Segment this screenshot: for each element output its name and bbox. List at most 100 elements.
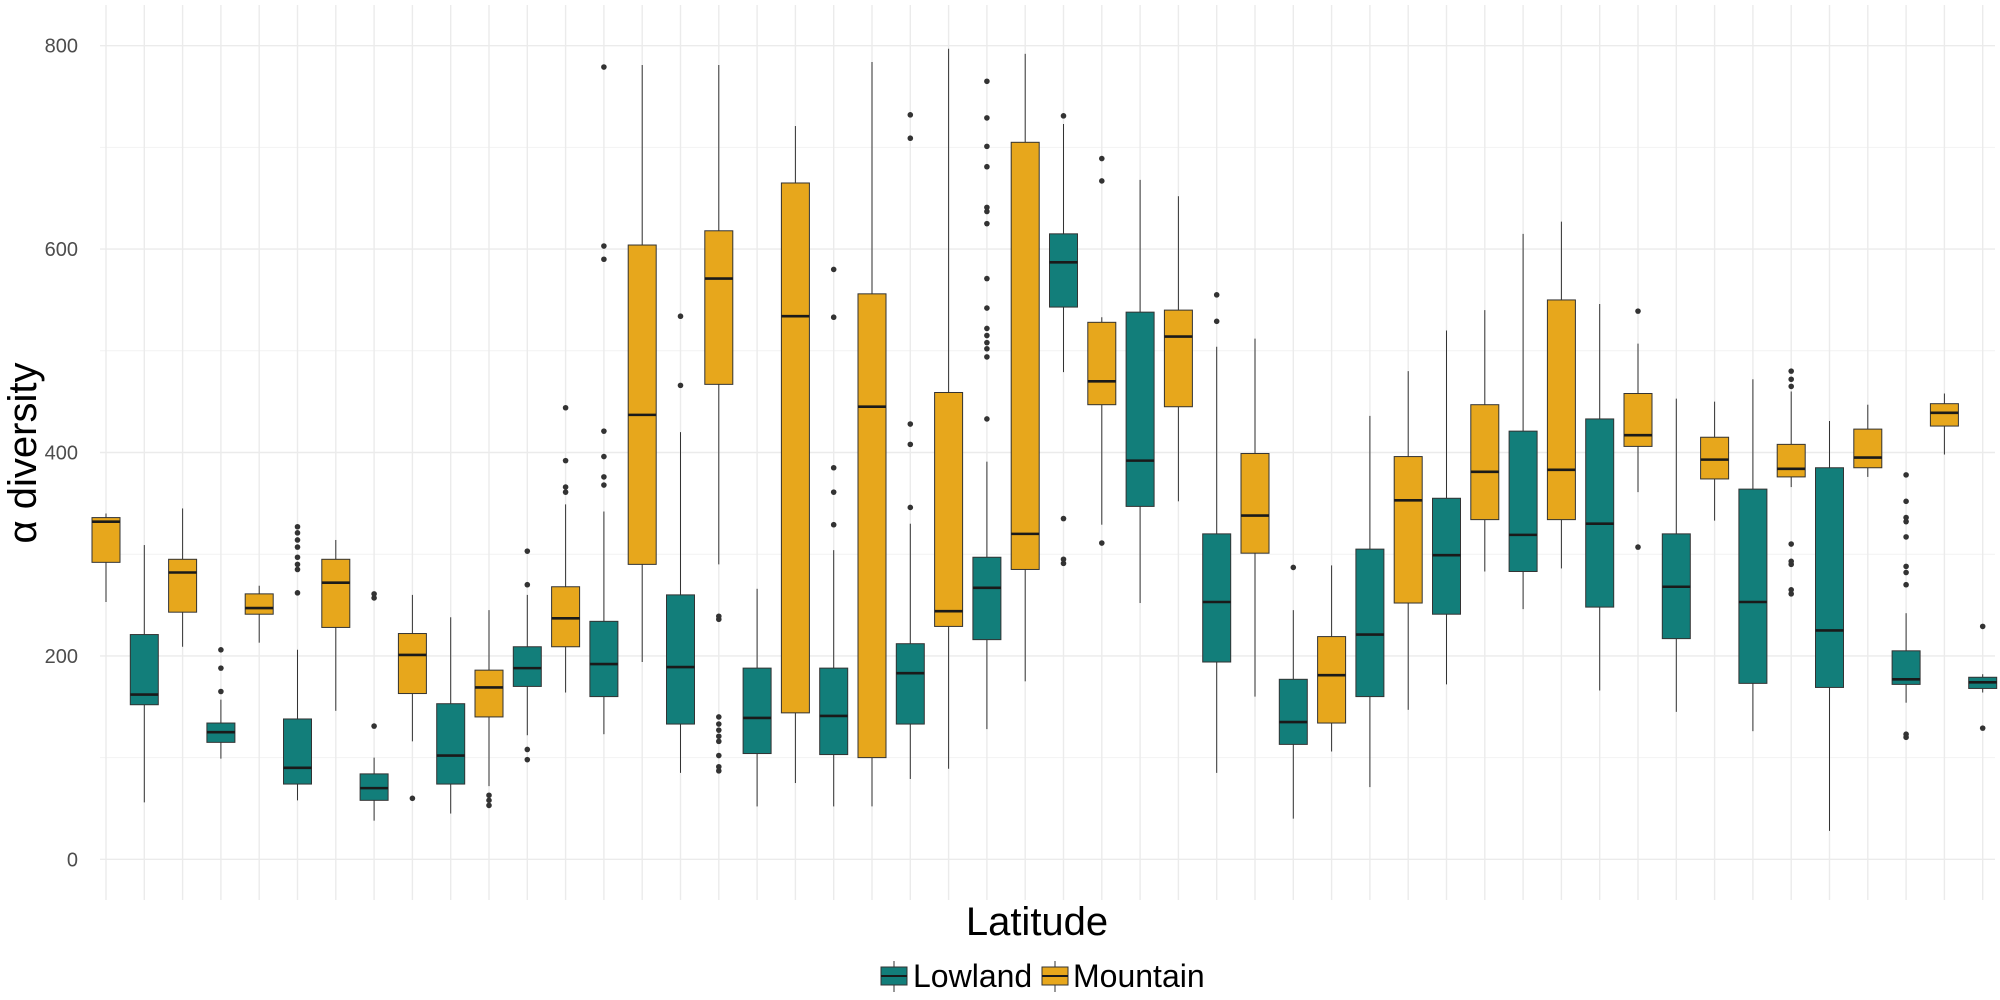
box-body [1278,678,1308,745]
box-29-mountain [1163,196,1193,502]
outlier-point [294,537,301,543]
outlier-point [716,738,722,745]
outlier-point [830,521,837,528]
outlier-point [1788,541,1794,547]
outlier-point [1099,178,1105,184]
outlier-point [524,746,531,753]
box-body [1163,309,1193,408]
outlier-point [371,595,377,601]
outlier-point [1060,556,1067,563]
box-body [1355,548,1385,698]
box-40-lowland [1585,304,1615,691]
box-8-lowland [359,591,389,821]
box-6-lowland [283,523,312,801]
box-50-lowland [1968,623,1998,731]
outlier-point [294,561,301,568]
box-42-lowland [1661,398,1691,712]
box-body [436,703,466,785]
outlier-point [218,688,224,695]
outlier-point [524,756,531,763]
box-body [666,594,695,725]
outlier-point [294,523,301,530]
box-body [1585,418,1615,608]
outlier-point [218,665,224,671]
outlier-point [907,441,914,448]
box-16-lowland [666,313,695,773]
box-33-mountain [1317,565,1347,752]
y-axis-ticks: 0 200 400 600 800 [45,36,78,872]
box-26-lowland [1049,113,1078,567]
box-body [474,669,504,718]
outlier-point [984,354,990,360]
box-body [589,620,619,698]
y-tick-label: 600 [45,239,78,261]
outlier-point [830,489,837,495]
legend-key-lowland [880,961,908,992]
outlier-point [562,489,569,495]
outlier-point [984,208,990,215]
box-body [1853,428,1883,469]
outlier-point [1903,472,1909,478]
outlier-point [371,723,377,729]
outlier-point [984,275,990,282]
box-body [1049,233,1078,308]
outlier-point [1903,518,1909,525]
outlier-point [984,345,990,352]
outlier-point [1635,544,1641,550]
outlier-point [562,457,569,464]
box-7-mountain [321,539,351,711]
box-27-mountain [1087,155,1117,546]
outlier-point [984,339,990,346]
box-49-mountain [1929,393,1959,455]
outlier-point [677,313,684,320]
box-body [1738,488,1768,684]
box-body [1700,436,1730,480]
outlier-point [716,721,722,727]
outlier-point [294,566,301,573]
outlier-point [562,484,569,490]
box-39-mountain [1546,221,1576,569]
outlier-point [1788,558,1794,565]
box-22-lowland [895,112,925,779]
box-body [1317,636,1347,724]
outlier-point [294,544,301,550]
box-19-mountain [780,126,810,784]
outlier-point [907,504,914,511]
box-body [1546,299,1576,521]
outlier-point [1903,731,1909,738]
box-13-mountain [551,404,581,693]
box-41-mountain [1623,308,1653,550]
outlier-point [524,548,531,554]
outlier-point [1903,581,1909,588]
box-body [627,244,657,565]
box-body [129,634,159,706]
outlier-point [984,325,990,332]
outlier-point [984,115,990,121]
outlier-point [1903,498,1909,505]
box-21-mountain [857,61,887,807]
box-body [1815,467,1844,688]
legend-label-lowland: Lowland [913,958,1032,994]
box-23-mountain [934,48,964,769]
y-axis-title: α diversity [1,363,45,544]
box-body [1623,393,1653,447]
box-body [1393,456,1423,604]
x-axis-title: Latitude [966,900,1108,944]
box-17-mountain [704,65,734,774]
outlier-point [1788,383,1794,390]
outlier-point [1903,563,1909,570]
legend-label-mountain: Mountain [1073,958,1205,994]
box-body [780,182,810,714]
outlier-point [294,554,301,561]
box-body [934,391,964,627]
outlier-point [1788,591,1794,597]
box-body [1776,443,1806,478]
box-18-lowland [742,588,772,807]
box-9-mountain [397,594,427,802]
outlier-point [562,404,569,411]
outlier-point [1903,534,1909,540]
outlier-point [601,474,607,480]
box-body [244,593,274,615]
outlier-point [1060,515,1067,522]
